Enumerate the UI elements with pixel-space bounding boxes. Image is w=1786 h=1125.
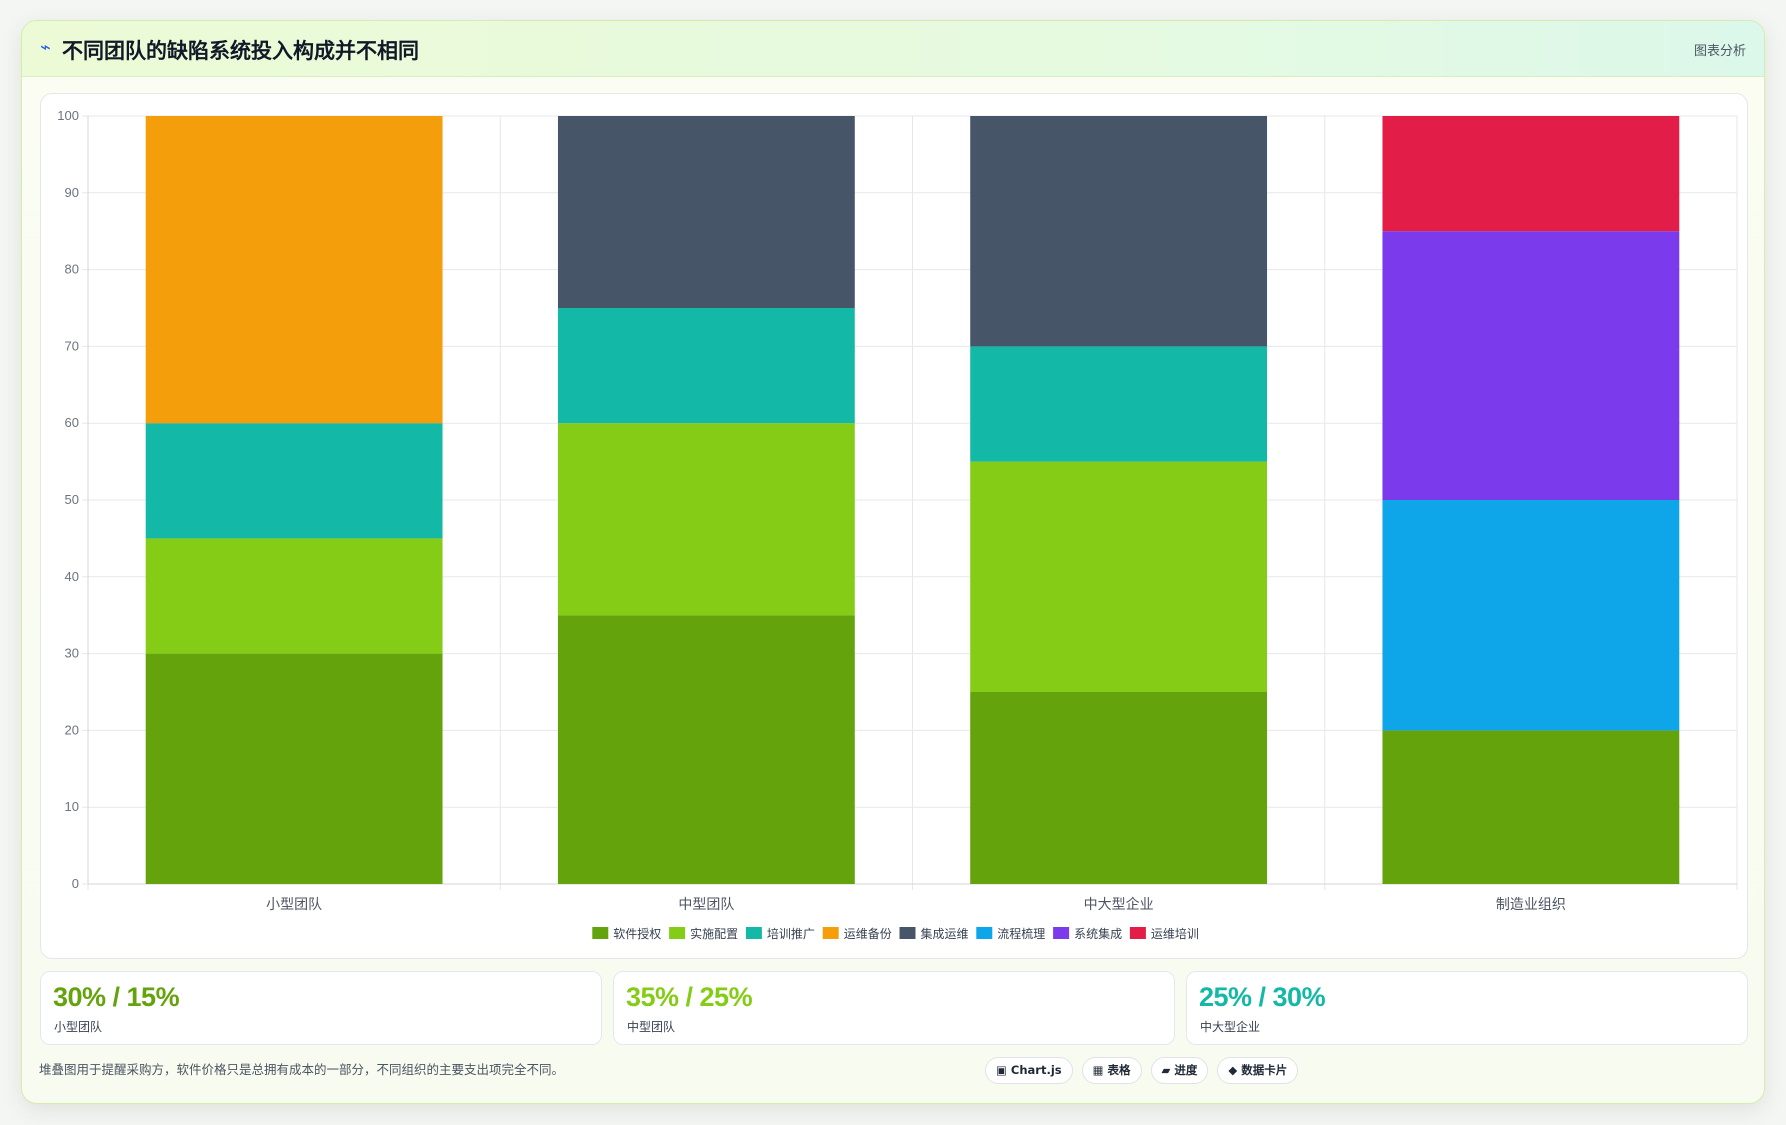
stacked-bar-chart: 0 10 20 30 40 50 60 70 80 90 100 小型团队 中型团队 中大型企业 制造业组织… xyxy=(57,108,1738,941)
progress-icon: ▰ xyxy=(1161,1063,1171,1077)
pill-label: 数据卡片 xyxy=(1241,1063,1288,1077)
footer-note: 堆叠图用于提醒采购方，软件价格只是总拥有成本的一部分，不同组织的主要支出项完全不… xyxy=(39,1062,565,1077)
stat-card-large-enterprise: 25% / 30% 中大型企业 xyxy=(1186,971,1748,1045)
legend-swatch xyxy=(669,927,686,939)
y-tick-label: 60 xyxy=(65,415,79,430)
legend-swatch xyxy=(592,927,609,939)
legend-label: 集成运维 xyxy=(921,926,969,941)
y-tick-label: 90 xyxy=(65,185,79,200)
bar-segment xyxy=(145,538,443,654)
stat-value: 30% / 15% xyxy=(53,982,180,1012)
stat-card-medium-team: 35% / 25% 中型团队 xyxy=(613,971,1175,1045)
x-tick-label: 中大型企业 xyxy=(1084,896,1154,913)
legend-swatch xyxy=(1053,927,1070,939)
bar-segment xyxy=(1382,730,1680,884)
bar-segment xyxy=(970,116,1268,347)
bar-segment xyxy=(145,653,443,884)
legend-swatch xyxy=(745,927,762,939)
bar-segment xyxy=(1382,500,1680,731)
legend-label: 系统集成 xyxy=(1074,926,1122,941)
chart-card: ⌁ 不同团队的缺陷系统投入构成并不相同 图表分析 0 10 20 30 40 50 60 70… xyxy=(21,20,1765,1104)
y-tick-label: 10 xyxy=(65,799,79,814)
pill-chartjs[interactable]: ▣ Chart.js xyxy=(985,1057,1073,1084)
y-tick-label: 50 xyxy=(65,492,79,507)
legend-label: 软件授权 xyxy=(613,926,661,941)
bar-segment xyxy=(557,308,855,424)
y-tick-label: 0 xyxy=(72,876,79,891)
stat-value: 25% / 30% xyxy=(1199,982,1326,1012)
stat-label: 中型团队 xyxy=(627,1020,676,1034)
bar-segment xyxy=(557,116,855,308)
y-tick-label: 100 xyxy=(57,108,79,123)
x-tick-label: 小型团队 xyxy=(266,897,322,913)
legend-swatch xyxy=(976,927,993,939)
chart-analysis-link[interactable]: 图表分析 xyxy=(1693,44,1746,59)
page-title: 不同团队的缺陷系统投入构成并不相同 xyxy=(62,39,419,63)
card-header: ⌁ 不同团队的缺陷系统投入构成并不相同 图表分析 xyxy=(22,21,1764,77)
pulse-icon: ⌁ xyxy=(40,37,51,58)
pill-label: Chart.js xyxy=(1010,1063,1062,1077)
pill-table[interactable]: ▦ 表格 xyxy=(1081,1057,1142,1084)
card-icon: ◆ xyxy=(1228,1063,1238,1077)
legend-label: 流程梳理 xyxy=(997,926,1045,941)
pill-label: 表格 xyxy=(1107,1063,1131,1077)
x-tick-label: 中型团队 xyxy=(678,897,734,913)
pill-data-card[interactable]: ◆ 数据卡片 xyxy=(1217,1057,1299,1084)
bar-segment xyxy=(970,692,1268,884)
pill-progress[interactable]: ▰ 进度 xyxy=(1150,1057,1209,1084)
bar-segment xyxy=(145,116,443,424)
y-tick-label: 40 xyxy=(65,569,79,584)
bar-segment xyxy=(1382,231,1680,500)
chart-panel: 0 10 20 30 40 50 60 70 80 90 100 小型团队 中型团队 中大型企业 制造业组织… xyxy=(40,93,1748,959)
legend-label: 运维备份 xyxy=(844,927,892,941)
y-tick-label: 70 xyxy=(65,338,79,353)
legend-swatch xyxy=(899,927,916,939)
view-pills: ▣ Chart.js ▦ 表格 ▰ 进度 ◆ 数据卡片 xyxy=(985,1057,1299,1084)
y-tick-label: 80 xyxy=(65,262,79,277)
bar-segment xyxy=(145,423,443,539)
bar-segment xyxy=(970,346,1268,462)
legend-swatch xyxy=(822,927,839,939)
chart-icon: ▣ xyxy=(996,1063,1007,1077)
legend-label: 培训推广 xyxy=(767,926,815,941)
stat-label: 中大型企业 xyxy=(1200,1020,1261,1034)
bar-segment xyxy=(557,615,855,884)
legend-label: 运维培训 xyxy=(1151,926,1199,941)
bar-segment xyxy=(970,461,1268,692)
stat-label: 小型团队 xyxy=(54,1020,103,1034)
bar-segment xyxy=(1382,116,1680,232)
table-icon: ▦ xyxy=(1092,1063,1104,1077)
stat-card-small-team: 30% / 15% 小型团队 xyxy=(40,971,602,1045)
legend-label: 实施配置 xyxy=(690,926,738,941)
pill-label: 进度 xyxy=(1174,1063,1198,1077)
legend-swatch xyxy=(1129,927,1146,939)
y-tick-label: 20 xyxy=(65,722,79,737)
y-tick-label: 30 xyxy=(65,646,79,661)
stat-value: 35% / 25% xyxy=(626,982,753,1012)
bar-segment xyxy=(557,423,855,616)
x-tick-label: 制造业组织 xyxy=(1496,897,1566,913)
